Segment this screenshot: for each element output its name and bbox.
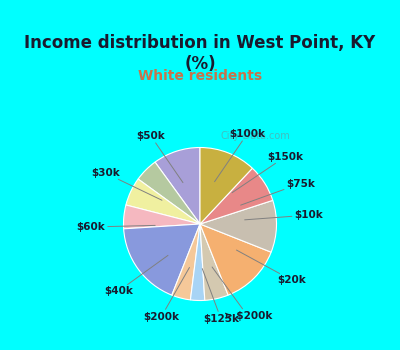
Text: $30k: $30k — [91, 168, 162, 200]
Wedge shape — [126, 179, 200, 224]
Text: $125k: $125k — [202, 269, 239, 324]
Text: White residents: White residents — [138, 69, 262, 83]
Wedge shape — [190, 224, 205, 301]
Wedge shape — [200, 168, 273, 224]
Text: $75k: $75k — [241, 178, 315, 205]
Wedge shape — [200, 224, 228, 300]
Wedge shape — [200, 147, 252, 224]
Wedge shape — [200, 200, 276, 252]
Wedge shape — [124, 224, 200, 295]
Text: City-Data.com: City-Data.com — [220, 131, 290, 141]
Text: $50k: $50k — [136, 131, 183, 183]
Text: $150k: $150k — [232, 152, 303, 193]
Text: $100k: $100k — [214, 128, 265, 182]
Wedge shape — [200, 224, 271, 295]
Text: > $200k: > $200k — [212, 267, 272, 321]
Text: $60k: $60k — [76, 222, 155, 232]
Text: Income distribution in West Point, KY
(%): Income distribution in West Point, KY (%… — [24, 34, 376, 73]
Text: $20k: $20k — [236, 250, 306, 285]
Text: $10k: $10k — [245, 210, 323, 220]
Wedge shape — [124, 205, 200, 229]
Text: $200k: $200k — [143, 267, 190, 322]
Wedge shape — [155, 147, 200, 224]
Wedge shape — [172, 224, 200, 300]
Wedge shape — [138, 162, 200, 224]
Text: $40k: $40k — [104, 256, 168, 296]
